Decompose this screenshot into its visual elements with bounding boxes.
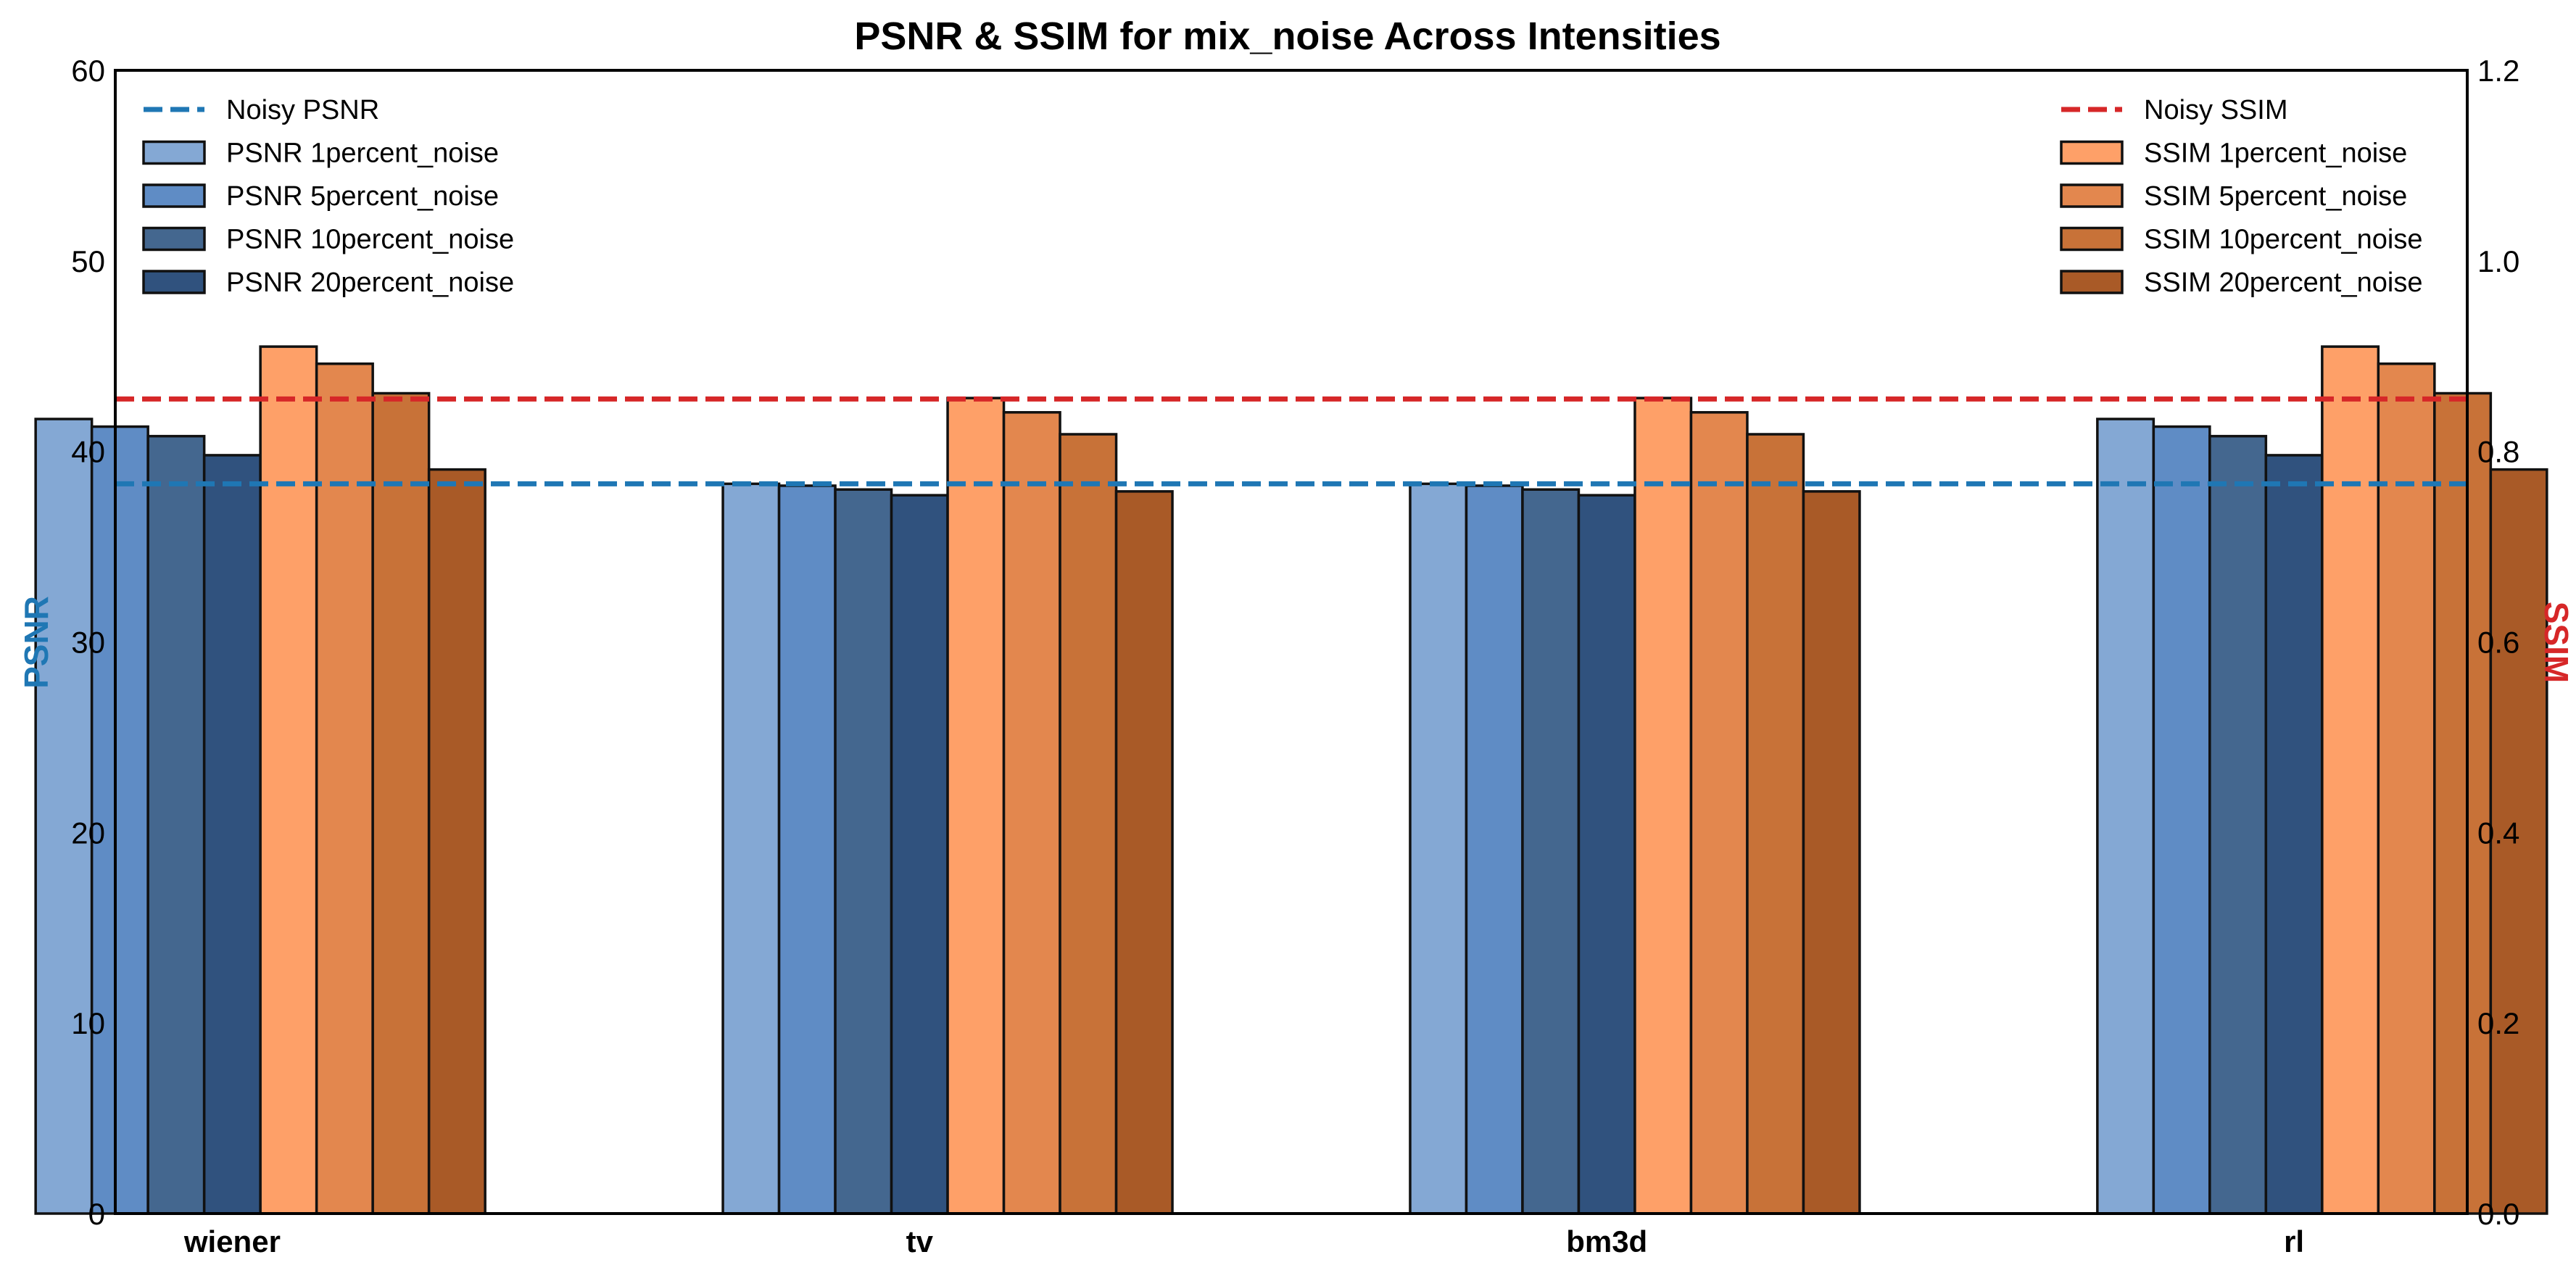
y-left-tick-label: 50 — [71, 244, 105, 278]
bar-rl-1 — [2096, 418, 2155, 1215]
right-axis: 0.0 0.2 0.4 0.6 0.8 1.0 1.2 — [2477, 54, 2519, 1231]
bar-wiener-7 — [371, 391, 431, 1215]
bar-tv-1 — [721, 482, 781, 1215]
y-left-tick-label: 60 — [71, 54, 105, 88]
x-tick-label: wiener — [183, 1224, 281, 1259]
bar-tv-8 — [1114, 490, 1174, 1215]
bar-bm3d-3 — [1521, 488, 1581, 1215]
bar-rl-7 — [2433, 391, 2493, 1215]
bar-tv-3 — [834, 488, 893, 1215]
y-left-tick-label: 40 — [71, 435, 105, 469]
legend-label: PSNR 20percent_noise — [226, 268, 514, 298]
bar-bm3d-7 — [1746, 433, 1805, 1215]
x-tick-label: rl — [2284, 1224, 2304, 1259]
legend-swatch — [2060, 270, 2124, 294]
legend-psnr: Noisy PSNR PSNR 1percent_noise PSNR 5perce… — [142, 95, 514, 298]
y-right-tick-label: 0.2 — [2477, 1006, 2519, 1040]
bar-wiener-3 — [146, 434, 206, 1215]
y-axis-right-label: SSIM — [2538, 602, 2575, 683]
bar-tv-2 — [777, 484, 837, 1215]
legend-swatch — [142, 270, 206, 294]
legend-label: SSIM 10percent_noise — [2144, 225, 2422, 255]
bar-tv-5 — [946, 397, 1006, 1215]
y-right-tick-label: 1.2 — [2477, 54, 2519, 88]
bar-wiener-1 — [34, 418, 94, 1215]
legend-label: PSNR 10percent_noise — [226, 225, 514, 255]
bar-rl-2 — [2152, 425, 2211, 1215]
bar-bm3d-8 — [1802, 490, 1861, 1215]
bar-tv-4 — [890, 494, 949, 1215]
bar-rl-4 — [2264, 454, 2324, 1215]
y-left-tick-label: 30 — [71, 626, 105, 660]
bar-wiener-8 — [427, 468, 486, 1215]
legend-label: SSIM 5percent_noise — [2144, 181, 2407, 212]
y-right-tick-label: 0.6 — [2477, 626, 2519, 660]
legend-swatch — [142, 140, 206, 165]
x-axis: wiener tv bm3d rl — [183, 1224, 2304, 1259]
plot-frame — [114, 69, 2469, 1215]
y-right-tick-label: 0.0 — [2477, 1197, 2519, 1231]
legend-label: SSIM 1percent_noise — [2144, 138, 2407, 169]
legend-label: SSIM 20percent_noise — [2144, 268, 2422, 298]
legend-label: PSNR 5percent_noise — [226, 181, 499, 212]
legend-swatch — [2060, 226, 2124, 252]
y-right-tick-label: 1.0 — [2477, 244, 2519, 278]
legend-label: PSNR 1percent_noise — [226, 138, 499, 169]
bar-wiener-4 — [202, 454, 262, 1215]
legend-swatch — [142, 183, 206, 208]
x-tick-label: tv — [906, 1224, 934, 1259]
legend-label: Noisy PSNR — [226, 95, 379, 125]
bar-wiener-2 — [90, 425, 149, 1215]
bar-bm3d-2 — [1465, 484, 1524, 1215]
bar-bm3d-4 — [1577, 494, 1636, 1215]
y-left-tick-label: 10 — [71, 1006, 105, 1040]
x-tick-label: bm3d — [1566, 1224, 1647, 1259]
bar-bm3d-1 — [1409, 482, 1468, 1215]
bar-bm3d-6 — [1689, 411, 1749, 1215]
bar-bm3d-5 — [1633, 397, 1693, 1215]
bar-rl-6 — [2377, 362, 2436, 1215]
bar-rl-8 — [2489, 468, 2548, 1215]
bars-layer — [34, 345, 2548, 1215]
y-left-tick-label: 20 — [71, 816, 105, 850]
y-axis-left-label: PSNR — [17, 596, 55, 689]
reference-lines-layer — [115, 396, 2467, 486]
legend-swatch — [2060, 183, 2124, 208]
legend-swatch — [142, 226, 206, 252]
y-left-tick-label: 0 — [88, 1197, 105, 1231]
bar-tv-7 — [1059, 433, 1118, 1215]
bar-rl-3 — [2208, 434, 2268, 1215]
left-axis: 0 10 20 30 40 50 60 — [71, 54, 105, 1231]
legend-ssim: Noisy SSIM SSIM 1percent_noise SSIM 5perce… — [2060, 95, 2422, 298]
y-right-tick-label: 0.8 — [2477, 435, 2519, 469]
bar-wiener-6 — [315, 362, 374, 1215]
bar-tv-6 — [1002, 411, 1061, 1215]
chart-title: PSNR & SSIM for mix_noise Across Intensi… — [854, 14, 1720, 58]
legend-label: Noisy SSIM — [2144, 95, 2287, 125]
legend-swatch — [2060, 140, 2124, 165]
bar-wiener-5 — [259, 345, 318, 1215]
bar-rl-5 — [2321, 345, 2380, 1215]
y-right-tick-label: 0.4 — [2477, 816, 2519, 850]
